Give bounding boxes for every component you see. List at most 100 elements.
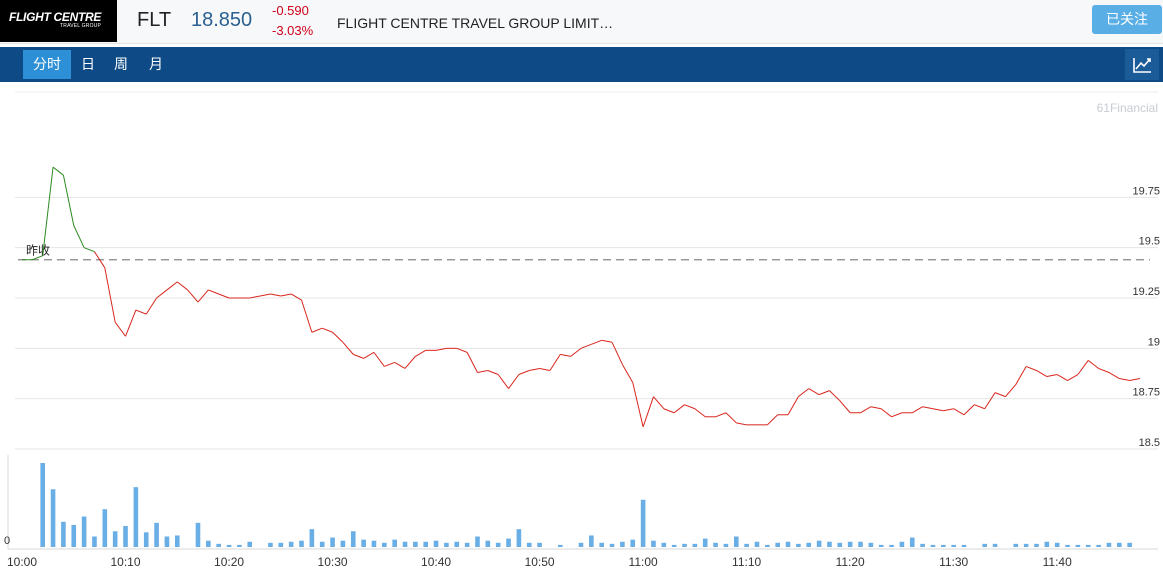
volume-bar [112, 531, 118, 547]
price-segment [1067, 374, 1079, 381]
price-segment [1119, 378, 1130, 382]
volume-bar [174, 535, 180, 547]
volume-bar [982, 543, 988, 547]
volume-bar [816, 540, 822, 547]
price-segment [663, 408, 675, 414]
volume-bar [1034, 543, 1039, 547]
volume-axis-label: 0 [4, 535, 10, 547]
volume-bar [350, 531, 356, 547]
price-segment [332, 331, 344, 343]
tab-monthly[interactable]: 月 [149, 56, 163, 72]
volume-bar [237, 544, 242, 547]
price-segment [156, 289, 168, 299]
volume-bar [526, 542, 532, 547]
volume-bar [413, 541, 418, 547]
price-segment [963, 404, 975, 416]
volume-bar [589, 535, 594, 547]
price-segment [125, 309, 137, 337]
volume-bar [878, 544, 884, 547]
volume-bar [278, 542, 284, 547]
volume-bar [630, 539, 636, 547]
price-segment [953, 408, 965, 416]
grid-lines [7, 91, 1158, 550]
price-segment [560, 353, 571, 357]
price-segment [529, 367, 540, 371]
price-segment [466, 352, 478, 373]
price-segment [363, 351, 375, 359]
volume-bar [495, 542, 501, 547]
price-segment [353, 353, 364, 359]
volume-bar [941, 544, 946, 547]
price-segment [218, 293, 230, 299]
price-segment [62, 175, 75, 226]
logo-text: FLIGHT CENTRE [9, 10, 102, 24]
x-tick-label: 11:10 [732, 555, 761, 569]
price-segment [736, 422, 747, 426]
price-segment [932, 408, 944, 412]
price-segment [197, 289, 209, 303]
volume-bar [723, 543, 729, 547]
y-axis-ticks: 19.75 19.5 19.25 19 18.75 18.5 [1132, 185, 1160, 449]
volume-bars [40, 463, 1132, 547]
volume-bar [309, 529, 315, 547]
prev-close-label: 昨收 [26, 244, 50, 258]
tab-intraday[interactable]: 分时 [23, 50, 71, 79]
volume-bar [640, 499, 646, 547]
x-tick-label: 10:50 [525, 555, 555, 569]
y-tick-label: 19.25 [1132, 286, 1160, 298]
price-segment [94, 251, 106, 269]
tab-weekly[interactable]: 周 [114, 56, 128, 72]
price-segment [1036, 370, 1048, 377]
volume-bar [485, 540, 491, 547]
price-segment [1015, 366, 1027, 385]
price-segment [922, 406, 934, 410]
price-segment [601, 339, 613, 343]
price-segment [880, 408, 892, 418]
price-segment [311, 327, 323, 333]
volume-bar [827, 541, 832, 547]
price-segment [715, 412, 727, 418]
intraday-chart: 61Financial 19.75 19.5 19.25 19 18.75 18.5 昨收… [0, 82, 1163, 579]
price-segment [456, 347, 468, 353]
price-segment [725, 412, 737, 424]
volume-bar [785, 541, 791, 547]
volume-bar [506, 538, 511, 547]
price-segment [508, 374, 520, 389]
volume-bar [164, 536, 170, 547]
x-tick-label: 10:00 [7, 555, 37, 569]
price-segment [384, 361, 395, 367]
volume-bar [371, 540, 377, 547]
intraday-chart-svg: 61Financial 19.75 19.5 19.25 19 18.75 18.5 昨收… [4, 91, 1160, 569]
volume-bar [951, 544, 956, 547]
volume-bar [361, 539, 366, 547]
volume-bar [475, 536, 480, 547]
price-segment [1129, 378, 1141, 382]
price-segment [104, 267, 116, 323]
price-segment [1077, 360, 1089, 375]
volume-bar [671, 544, 677, 547]
price-segment [270, 293, 281, 297]
chart-type-toggle[interactable] [1125, 49, 1159, 80]
volume-bar [195, 522, 201, 547]
price-segment [539, 367, 551, 371]
volume-bar [1127, 542, 1132, 547]
volume-bar [444, 542, 449, 547]
last-price: 18.850 [191, 9, 253, 31]
price-segment [1098, 368, 1110, 373]
volume-bar [754, 541, 760, 547]
price-segment [818, 390, 830, 396]
volume-bar [651, 540, 656, 547]
price-segment [570, 347, 582, 357]
price-segment [912, 406, 923, 414]
price-segment [114, 321, 126, 337]
volume-bar [920, 543, 925, 547]
volume-bar [733, 536, 739, 547]
tab-daily[interactable]: 日 [81, 56, 95, 72]
x-tick-label: 11:00 [629, 555, 658, 569]
follow-button[interactable]: 已关注 [1092, 5, 1162, 34]
volume-bar [133, 487, 139, 547]
volume-bar [123, 526, 128, 547]
volume-bar [81, 516, 87, 547]
price-segment [694, 408, 706, 418]
volume-bar [61, 521, 66, 547]
